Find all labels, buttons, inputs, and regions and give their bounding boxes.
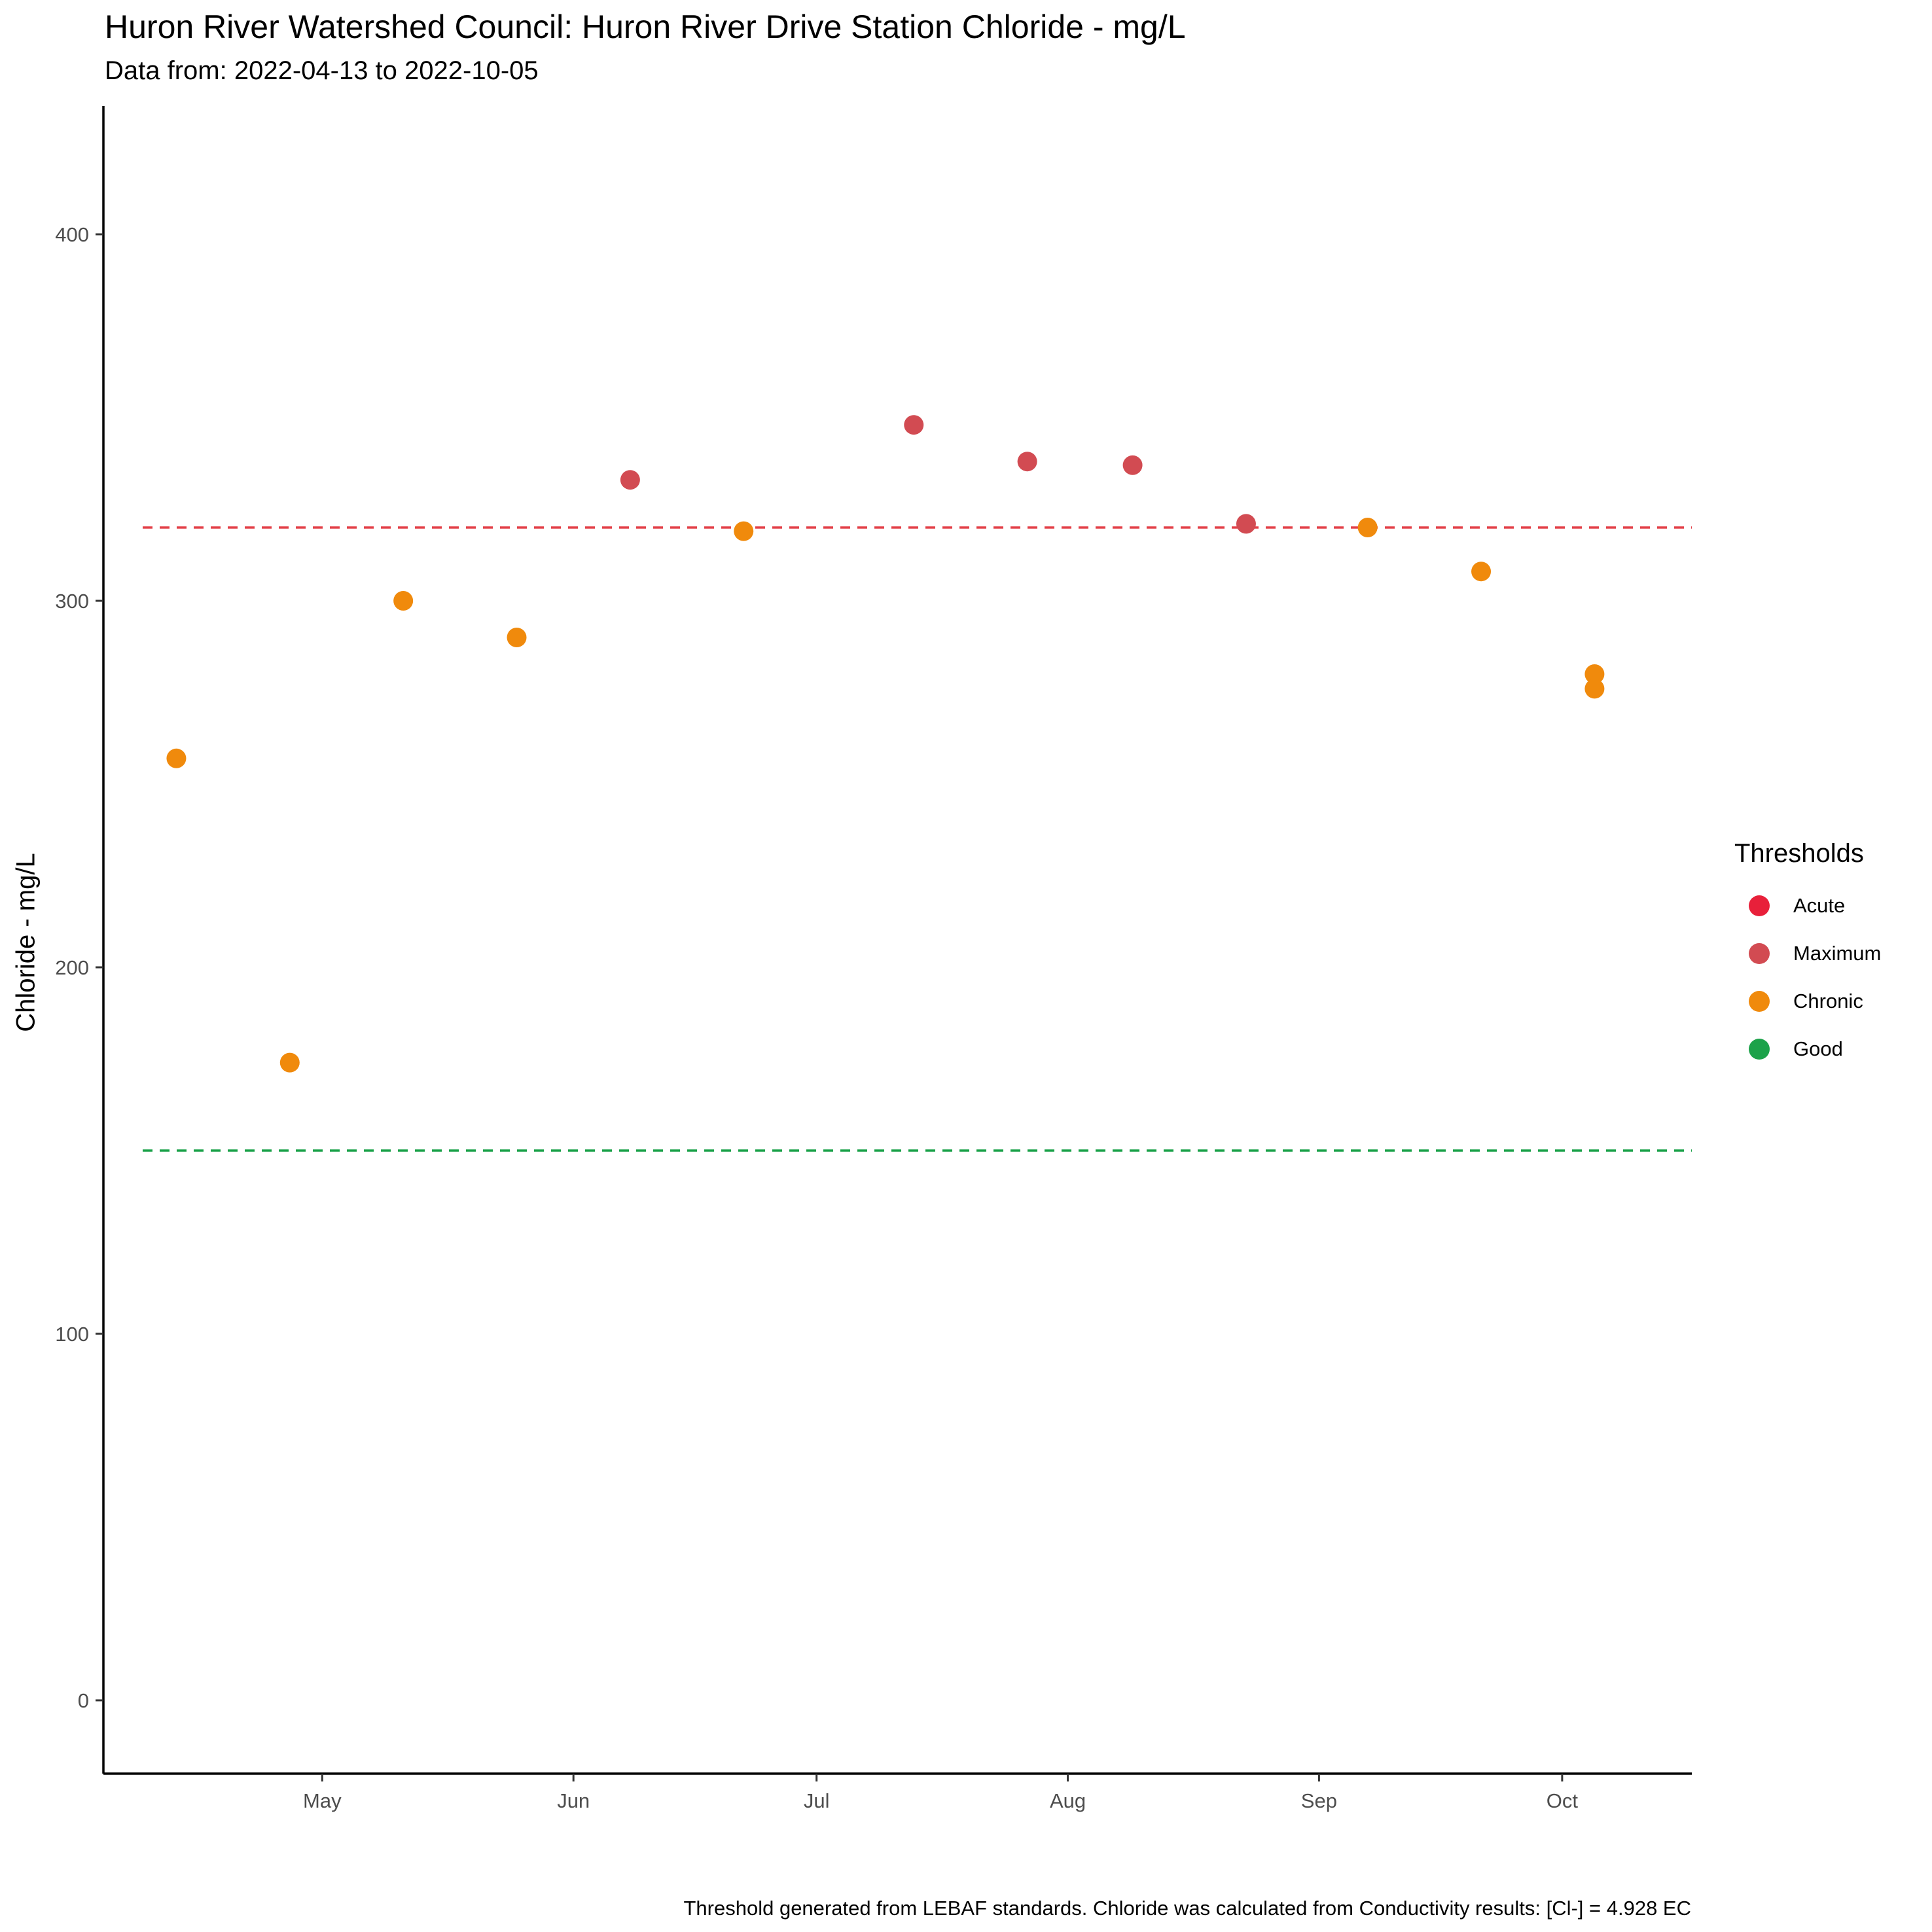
chart-caption: Threshold generated from LEBAF standards… (683, 1897, 1691, 1920)
data-point-chronic (507, 628, 527, 647)
legend-key-good (1749, 1038, 1770, 1060)
legend-key-acute (1749, 895, 1770, 916)
data-point-maximum (620, 470, 640, 490)
data-point-chronic (734, 521, 754, 541)
legend-item-good: Good (1734, 1025, 1881, 1073)
data-point-chronic (1584, 679, 1605, 699)
x-tick-label: May (303, 1789, 342, 1812)
x-tick-label: Oct (1547, 1789, 1579, 1812)
data-point-chronic (1584, 664, 1605, 684)
legend-key-maximum (1749, 942, 1770, 964)
y-tick-label: 100 (55, 1323, 89, 1346)
legend-item-acute: Acute (1734, 882, 1881, 929)
legend-label-acute: Acute (1793, 893, 1846, 917)
x-tick-label: Jul (804, 1789, 830, 1812)
data-point-maximum (1236, 514, 1256, 534)
chart-subtitle: Data from: 2022-04-13 to 2022-10-05 (105, 56, 539, 85)
data-points (166, 415, 1605, 1073)
data-point-chronic (166, 748, 187, 768)
data-point-chronic (279, 1052, 300, 1073)
legend-title: Thresholds (1734, 839, 1864, 868)
x-axis: May Jun Jul Aug Sep Oct (103, 1772, 1692, 1812)
legend-key-chronic (1749, 990, 1770, 1012)
data-point-chronic (1357, 518, 1378, 537)
y-axis: 0 100 200 300 400 (55, 106, 105, 1774)
data-point-chronic (393, 591, 414, 611)
y-tick-label: 200 (55, 956, 89, 979)
data-point-maximum (1017, 452, 1037, 472)
y-tick-label: 0 (78, 1689, 89, 1712)
x-tick-label: Sep (1301, 1789, 1337, 1812)
data-point-chronic (1471, 562, 1492, 582)
legend: Thresholds Acute Maximum Chronic Good (1734, 839, 1881, 1073)
legend-label-maximum: Maximum (1793, 941, 1882, 965)
data-point-maximum (1122, 455, 1143, 475)
legend-item-chronic: Chronic (1734, 977, 1881, 1025)
data-point-maximum (904, 415, 924, 435)
y-tick-label: 400 (55, 223, 89, 246)
x-tick-label: Jun (557, 1789, 590, 1812)
legend-label-chronic: Chronic (1793, 989, 1863, 1012)
chart-title: Huron River Watershed Council: Huron Riv… (105, 9, 1186, 45)
legend-item-maximum: Maximum (1734, 929, 1881, 977)
legend-label-good: Good (1793, 1037, 1843, 1060)
reference-lines (143, 526, 1692, 1152)
y-tick-label: 300 (55, 590, 89, 613)
x-tick-label: Aug (1050, 1789, 1086, 1812)
